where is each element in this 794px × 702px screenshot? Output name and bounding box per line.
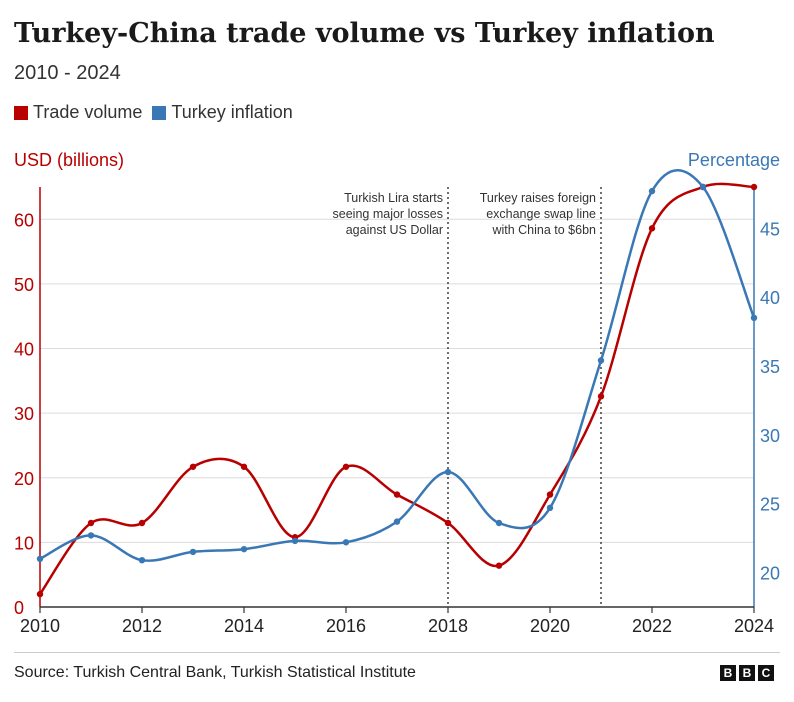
left-axis-title: USD (billions) [14, 150, 125, 170]
legend-label-turkey-inflation: Turkey inflation [171, 102, 293, 122]
data-point-trade-volume [342, 463, 350, 470]
data-point-turkey-inflation [189, 548, 197, 556]
chart-title: Turkey-China trade volume vs Turkey infl… [14, 18, 715, 49]
data-point-turkey-inflation [648, 187, 656, 195]
data-point-turkey-inflation [87, 532, 95, 539]
x-axis-tick-label: 2022 [632, 616, 672, 636]
logo-letter: B [720, 665, 736, 681]
source-note: Source: Turkish Central Bank, Turkish St… [14, 664, 416, 681]
left-axis-tick-label: 0 [14, 598, 24, 618]
data-point-trade-volume [444, 519, 452, 527]
x-axis-tick-label: 2024 [734, 616, 774, 636]
data-point-turkey-inflation [546, 504, 554, 512]
annotation-text: with China to $6bn [491, 223, 596, 237]
data-point-turkey-inflation [444, 468, 452, 476]
x-axis-tick-label: 2020 [530, 616, 570, 636]
data-point-trade-volume [648, 225, 656, 232]
data-point-trade-volume [750, 183, 758, 191]
chart-subtitle: 2010 - 2024 [14, 62, 121, 84]
right-axis-tick-label: 45 [760, 219, 780, 239]
x-axis-tick-label: 2010 [20, 616, 60, 636]
data-point-trade-volume [240, 463, 248, 470]
right-axis-tick-label: 40 [760, 288, 780, 308]
x-axis-tick-label: 2018 [428, 616, 468, 636]
data-point-turkey-inflation [393, 518, 401, 525]
data-point-trade-volume [189, 463, 197, 470]
legend-swatch-trade-volume [14, 105, 28, 120]
right-axis-tick-label: 30 [760, 426, 780, 446]
data-point-trade-volume [546, 491, 554, 498]
series-line-trade-volume [38, 182, 755, 595]
legend-label-trade-volume: Trade volume [33, 102, 143, 122]
data-point-trade-volume [495, 562, 503, 569]
left-axis-tick-label: 50 [14, 275, 34, 295]
data-point-turkey-inflation [342, 539, 350, 546]
right-axis-tick-label: 25 [760, 495, 780, 515]
x-axis-tick-label: 2016 [326, 616, 366, 636]
x-axis-tick-label: 2014 [224, 616, 264, 636]
annotation-text: Turkish Lira starts [344, 191, 443, 205]
data-point-trade-volume [36, 590, 44, 598]
data-point-trade-volume [597, 393, 605, 400]
left-axis-tick-label: 30 [14, 404, 34, 424]
data-point-turkey-inflation [240, 545, 248, 553]
data-point-turkey-inflation [138, 556, 146, 564]
data-point-turkey-inflation [699, 183, 707, 191]
data-point-trade-volume [87, 519, 95, 527]
legend-item-turkey-inflation: Turkey inflation [152, 102, 293, 123]
x-axis-tick-label: 2012 [122, 616, 162, 636]
data-point-trade-volume [138, 519, 146, 527]
data-point-turkey-inflation [597, 357, 605, 364]
right-axis-tick-label: 35 [760, 357, 780, 377]
right-axis-title: Percentage [687, 150, 780, 170]
annotation-text: exchange swap line [486, 207, 596, 221]
annotation-text: seeing major losses [333, 207, 443, 221]
left-axis-tick-label: 20 [14, 469, 34, 489]
legend-swatch-turkey-inflation [152, 105, 167, 120]
footer-divider [14, 652, 780, 653]
logo-letter: B [739, 665, 755, 681]
bbc-logo: B B C [717, 665, 774, 681]
data-point-turkey-inflation [291, 537, 299, 545]
logo-letter: C [758, 665, 774, 681]
chart-legend: Trade volume Turkey inflation [14, 102, 303, 123]
right-axis-tick-label: 20 [760, 564, 780, 584]
legend-item-trade-volume: Trade volume [14, 102, 142, 123]
left-axis-tick-label: 40 [14, 340, 34, 360]
data-point-trade-volume [393, 491, 401, 498]
annotation-text: Turkey raises foreign [480, 191, 596, 205]
data-point-turkey-inflation [36, 555, 44, 563]
annotation-text: against US Dollar [346, 223, 443, 237]
left-axis-tick-label: 60 [14, 210, 34, 230]
data-point-turkey-inflation [750, 314, 758, 322]
data-point-turkey-inflation [495, 519, 503, 527]
left-axis-tick-label: 10 [14, 533, 34, 553]
